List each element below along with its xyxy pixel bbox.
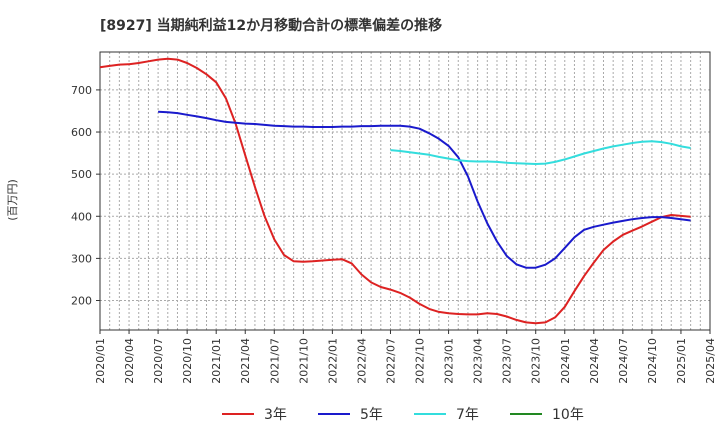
y-axis: 200 300 400 500 600 700	[71, 84, 100, 308]
y-tick-label: 200	[71, 295, 92, 308]
legend-label-1: 3年	[264, 407, 287, 423]
chart-title: [8927] 当期純利益12か月移動合計の標準偏差の推移	[100, 17, 442, 34]
x-tick-label: 2021/07	[268, 338, 281, 384]
series-line-1	[99, 57, 691, 325]
legend-label-4: 10年	[552, 407, 584, 423]
x-tick-label: 2021/10	[297, 338, 310, 384]
x-tick-label: 2022/04	[355, 338, 368, 384]
x-tick-label: 2023/07	[501, 338, 514, 384]
legend: 3年 5年 7年 10年	[222, 407, 584, 423]
x-tick-label: 2020/07	[152, 338, 165, 384]
x-tick-label: 2022/01	[326, 338, 339, 384]
x-tick-label: 2022/07	[384, 338, 397, 384]
y-tick-label: 400	[71, 210, 92, 223]
x-tick-label: 2023/10	[530, 338, 543, 384]
legend-label-3: 7年	[456, 407, 479, 423]
series-layer	[99, 57, 691, 325]
x-tick-label: 2021/04	[239, 338, 252, 384]
x-tick-label: 2024/10	[646, 338, 659, 384]
series-line-2	[158, 110, 691, 269]
grid	[99, 52, 711, 330]
x-tick-label: 2025/04	[704, 338, 717, 384]
y-tick-label: 600	[71, 126, 92, 139]
y-tick-label: 300	[71, 252, 92, 265]
legend-label-2: 5年	[360, 407, 383, 423]
plot-frame	[99, 51, 711, 331]
x-tick-label: 2020/04	[123, 338, 136, 384]
x-tick-label: 2024/07	[617, 338, 630, 384]
x-tick-label: 2020/10	[181, 338, 194, 384]
x-tick-label: 2023/04	[472, 338, 485, 384]
x-tick-label: 2024/01	[559, 338, 572, 384]
y-axis-label: (百万円)	[6, 179, 19, 221]
x-axis: 2020/01 2020/04 2020/07 2020/10 2021/01 2021/…	[94, 330, 717, 384]
y-tick-label: 500	[71, 168, 92, 181]
x-tick-label: 2025/01	[675, 338, 688, 384]
x-tick-label: 2021/01	[210, 338, 223, 384]
x-tick-label: 2022/10	[414, 338, 427, 384]
x-tick-label: 2024/04	[588, 338, 601, 384]
series-line-3	[390, 140, 691, 165]
x-tick-label: 2020/01	[94, 338, 107, 384]
x-tick-label: 2023/01	[443, 338, 456, 384]
y-tick-label: 700	[71, 84, 92, 97]
